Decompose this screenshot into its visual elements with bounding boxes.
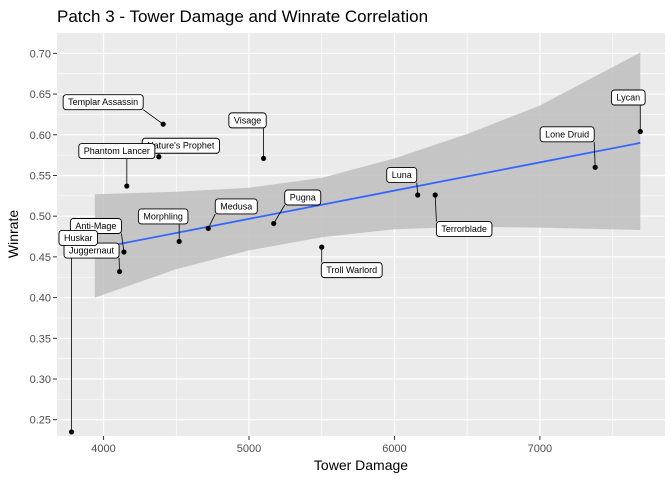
point-label: Troll Warlord [320,262,383,279]
point-label: Medusa [214,198,258,215]
point-label-box [137,208,189,225]
y-tick-label: 0.55 [30,170,51,182]
data-point [156,154,162,160]
y-tick-label: 0.60 [30,130,51,142]
point-label: Lycan [610,89,646,106]
data-point [271,220,277,227]
label-leader [273,204,286,224]
point-label-box [435,221,493,237]
y-tick-label: 0.45 [30,252,51,264]
point-label-text: Morphling [143,211,183,221]
y-tick-label: 0.50 [30,211,51,223]
point-label-text: Luna [392,170,412,180]
data-point [592,164,598,170]
chart-title: Patch 3 - Tower Damage and Winrate Corre… [57,7,428,26]
x-axis-ticks: 4000 5000 6000 7000 [91,436,552,455]
label-leader [142,109,164,125]
point-label: Templar Assassin [62,94,144,111]
data-point [176,238,182,245]
data-point [68,429,75,435]
confidence-band-layer [94,52,641,298]
data-point [160,121,166,127]
label-leader [434,194,437,222]
point-label-text: Lone Druid [545,129,589,139]
data-point [415,192,421,198]
point-label-text: Nature's Prophet [147,141,215,151]
y-tick-label: 0.65 [30,89,51,101]
point-label-text: Huskar [64,233,93,243]
point-label: Visage [228,112,267,129]
point-label-text: Anti-Mage [75,221,116,231]
point-label-box [78,143,156,160]
point-label: Morphling [137,208,189,225]
point-label: Terrorblade [435,221,493,237]
data-point [205,225,211,231]
point-label-text: Visage [234,115,261,125]
label-leader [593,141,596,168]
x-tick-label: 5000 [237,443,261,455]
point-label-text: Juggernaut [69,246,115,256]
point-label-text: Troll Warlord [326,265,377,275]
regression-line-layer [94,142,641,250]
data-point [260,155,267,161]
point-label-text: Lycan [616,93,640,103]
data-point [121,249,127,255]
point-label-box [539,126,595,143]
y-tick-label: 0.40 [30,293,51,305]
point-label: Luna [386,167,418,183]
regression-line [94,142,641,250]
point-label: Lone Druid [539,126,595,143]
label-leader [207,213,216,229]
y-tick-label: 0.30 [30,374,51,386]
point-label-box [610,89,646,106]
point-label-box [284,189,322,206]
y-tick-label: 0.25 [30,415,51,427]
confidence-band [94,52,641,298]
point-label: Phantom Lancer [78,143,156,160]
data-point [319,244,325,250]
point-label-box [386,167,418,183]
point-label-box [62,94,144,111]
point-label-box [228,112,267,129]
point-label-box [320,262,383,279]
label-leader [121,233,125,253]
point-label: Pugna [284,189,322,206]
y-tick-label: 0.35 [30,333,51,345]
data-point [116,268,123,275]
point-label-text: Phantom Lancer [84,146,150,156]
point-label: Juggernaut [63,242,120,259]
y-axis-label: Winrate [5,210,21,258]
point-label-text: Pugna [290,193,316,203]
point-label-text: Terrorblade [441,224,487,234]
x-tick-label: 7000 [528,443,552,455]
point-labels: Templar Assassin Nature's ProphetPhantom … [58,89,646,279]
point-label-text: Medusa [220,201,252,211]
x-tick-label: 4000 [91,443,115,455]
data-points [68,121,643,435]
data-point [637,128,643,135]
data-point [432,192,438,198]
x-tick-label: 6000 [382,443,406,455]
x-axis-label: Tower Damage [314,457,408,473]
point-label-text: Templar Assassin [68,97,138,107]
y-axis-ticks: 0.25 0.30 0.35 0.40 0.45 0.50 0.55 0.60 0.65 0.70 [30,48,57,427]
y-tick-label: 0.70 [30,48,51,60]
point-label-box [58,229,98,246]
point-label: Huskar [58,229,98,246]
point-label-box [214,198,258,215]
data-point [124,183,130,189]
